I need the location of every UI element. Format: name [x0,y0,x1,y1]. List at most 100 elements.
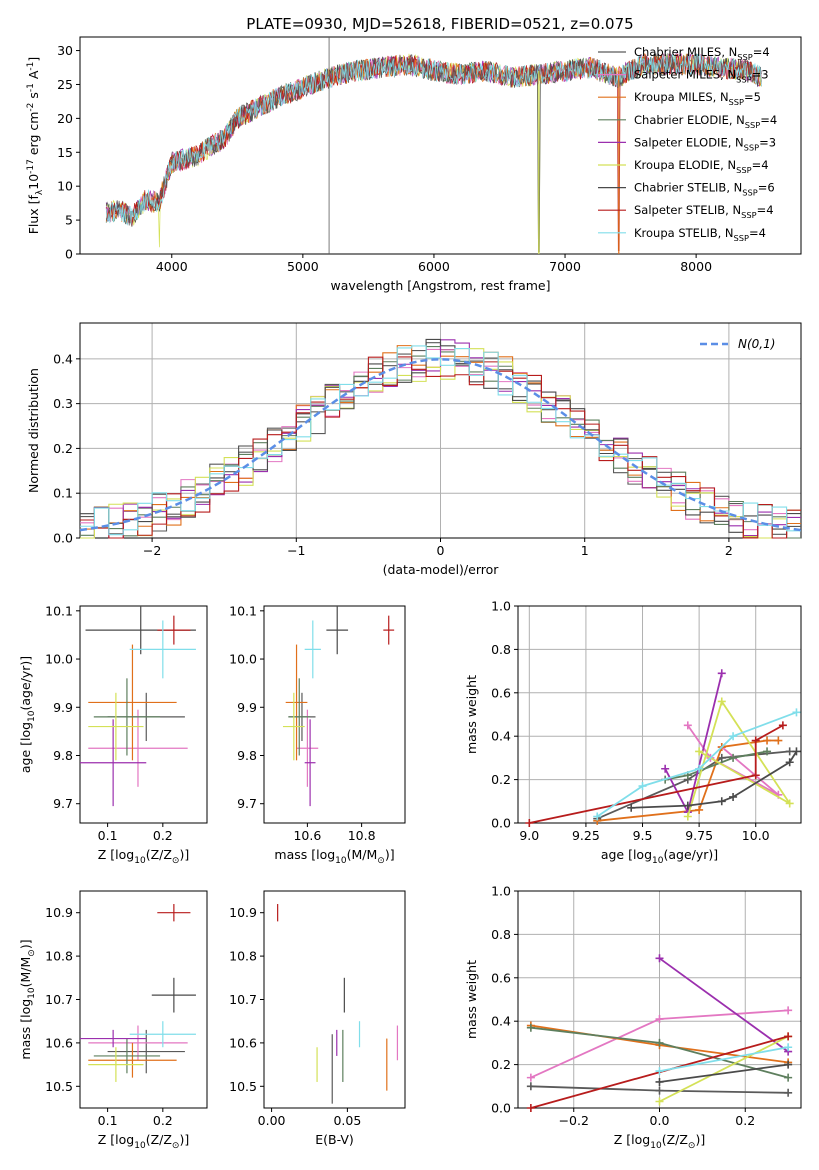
histogram-step [80,345,801,536]
y-tick-label: 10.7 [229,992,257,1007]
y-tick-label: 10.0 [45,652,73,667]
y-tick-label: 0.3 [53,396,73,411]
y-tick-label: 10.8 [229,949,257,964]
weight-point-marker [526,1023,535,1032]
spectrum-legend: Chabrier MILES, NSSP=4 Salpeter MILES, NS… [598,45,777,243]
weight-point-marker [526,1082,535,1091]
y-tick-label: 0.0 [491,816,511,831]
y-tick-label: 0.6 [491,970,511,985]
axes-frame [263,605,406,824]
weight-point-marker [655,1086,664,1095]
y-tick-label: 9.8 [237,748,257,763]
axes-frame [517,605,802,824]
y-tick-label: 25 [57,77,73,92]
y-tick-label: 10.1 [229,603,257,618]
x-tick-label: 0 [437,543,445,558]
weight-point-marker [784,1073,793,1082]
weight-point-marker [695,805,704,814]
legend-entry: Salpeter ELODIE, NSSP=3 [634,135,776,152]
weight-series-line [658,957,789,1053]
y-axis-label: age [log10(age/yr)] [18,656,37,773]
weight-point-marker [638,782,647,791]
legend-entry: Salpeter MILES, NSSP=3 [634,68,769,85]
y-tick-label: 5 [65,213,73,228]
y-tick-label: 9.8 [53,748,73,763]
weight-point-marker [717,697,726,706]
y-tick-label: 0.8 [491,927,511,942]
y-tick-label: 0.4 [53,351,73,366]
spectrum-line [105,53,762,225]
y-tick-label: 0.6 [491,685,511,700]
x-tick-label: −2 [143,543,161,558]
age-vs-metallicity-panel: 0.1 0.2 9.7 9.8 9.9 10.0 10.1 Z [log10(Z/Z⊙)] ag… [18,603,208,866]
x-tick-label: 0.1 [98,1113,118,1128]
weight-point-marker [695,747,704,756]
age-vs-mass-panel: 10.6 10.8 9.7 9.8 9.9 10.0 10.1 mass [log10(M/M… [229,603,406,866]
weight-point-marker [784,1060,793,1069]
weight-point-marker [683,812,692,821]
y-tick-label: 10.6 [229,1035,257,1050]
y-tick-label: 0.4 [491,729,511,744]
weight-point-marker [763,736,772,745]
x-tick-label: 0.1 [98,828,118,843]
weight-point-marker [778,721,787,730]
mass-weight-vs-age-panel: 9.0 9.25 9.5 9.75 10.0 0.0 0.2 0.4 0.6 0.8 1.0 age … [464,599,802,866]
weight-point-marker [784,1088,793,1097]
x-tick-label: 9.0 [519,828,539,843]
y-tick-label: 0.8 [491,642,511,657]
histogram-step [80,339,801,539]
weight-point-marker [751,771,760,780]
x-tick-label: 10.0 [742,828,770,843]
y-tick-label: 1.0 [491,884,511,899]
weight-point-marker [655,1067,664,1076]
x-tick-label: 6000 [418,259,450,274]
x-tick-label: 0.2 [153,1113,173,1128]
weight-point-marker [784,1032,793,1041]
weight-point-marker [729,753,738,762]
weight-point-marker [683,801,692,810]
y-axis-label: mass [log10(M/M⊙)] [18,939,37,1059]
weight-point-marker [717,753,726,762]
x-tick-label: 5000 [287,259,319,274]
y-tick-label: 0.1 [53,486,73,501]
weight-point-marker [655,1015,664,1024]
histogram-step [80,347,801,539]
weight-point-marker [785,799,794,808]
weight-point-marker [655,954,664,963]
weight-point-marker [593,812,602,821]
weight-point-marker [717,669,726,678]
mass-weight-vs-metallicity-panel: −0.2 0.0 0.2 0.0 0.2 0.4 0.6 0.8 1.0 Z [log10(Z/Z… [464,884,802,1151]
y-axis-label: Normed distribution [26,368,41,493]
y-tick-label: 15 [57,145,73,160]
y-axis-label: mass weight [464,960,479,1039]
weight-point-marker [661,764,670,773]
axes-frame [79,36,802,255]
weight-point-marker [526,1104,535,1112]
y-tick-label: 10.5 [45,1079,73,1094]
weight-series-line [659,1063,789,1083]
x-axis-label: wavelength [Angstrom, rest frame] [330,278,550,293]
x-tick-label: 0.2 [153,828,173,843]
y-tick-label: 10.1 [45,603,73,618]
y-tick-label: 10.9 [45,905,73,920]
x-axis-label: age [log10(age/yr)] [601,847,718,866]
histogram-step [80,338,801,533]
x-axis-label: Z [log10(Z/Z⊙)] [98,847,189,866]
weight-point-marker [763,747,772,756]
weight-point-marker [729,792,738,801]
y-tick-label: 10.8 [45,949,73,964]
weight-point-marker [792,747,801,756]
y-tick-label: 0.0 [53,531,73,546]
y-tick-label: 10.7 [45,992,73,1007]
weight-point-marker [655,1038,664,1047]
x-tick-label: 2 [725,543,733,558]
x-axis-label: Z [log10(Z/Z⊙)] [98,1132,189,1151]
x-tick-label: 0.0 [650,1113,670,1128]
weight-point-marker [784,1043,793,1052]
x-tick-label: 0.05 [333,1113,361,1128]
x-tick-label: −1 [287,543,305,558]
axes-frame [79,605,208,824]
weight-point-marker [525,819,534,827]
y-axis-label: mass weight [464,675,479,754]
y-tick-label: 10.9 [229,905,257,920]
